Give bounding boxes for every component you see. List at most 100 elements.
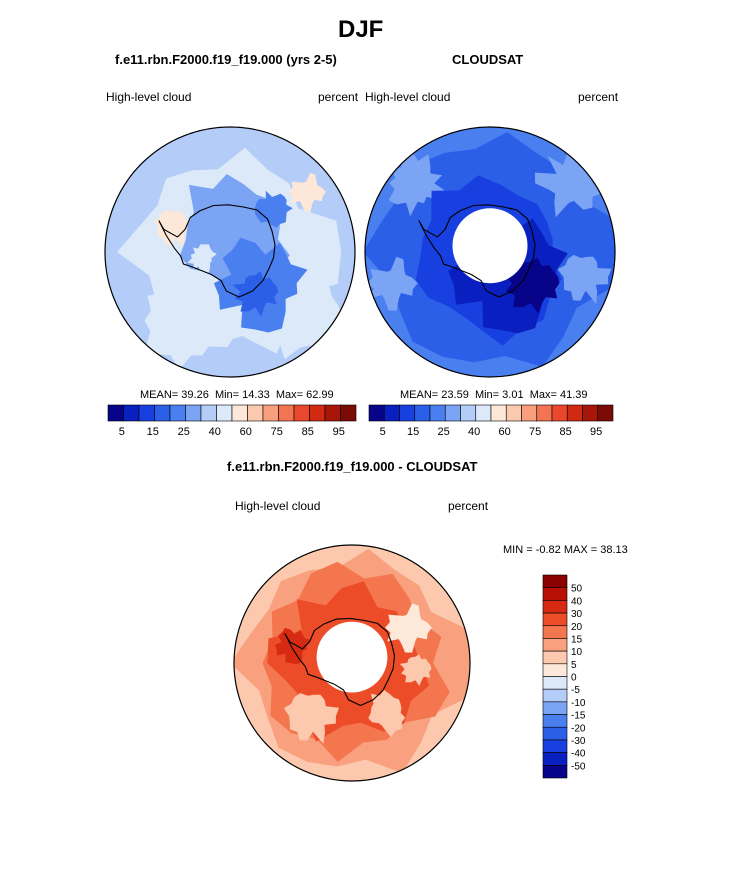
panel1-colorbar-tick-label: 25 <box>178 426 190 438</box>
panel2-left-label: High-level cloud <box>365 90 451 104</box>
panel3-colorbar-box <box>542 752 568 766</box>
panel3-map-contour-4 <box>385 603 432 653</box>
panel2-mean-value: 23.59 <box>441 389 469 401</box>
panel1-colorbar-tick-label: 5 <box>119 426 125 438</box>
panel1-colorbar-box <box>138 404 155 422</box>
panel1-left-label: High-level cloud <box>106 90 192 104</box>
panel1-colorbar-tick-label: 40 <box>209 426 221 438</box>
panel3-colorbar-tick-label: 0 <box>571 673 577 684</box>
panel2-map-coastline <box>418 204 536 298</box>
panel3-colorbar-box <box>542 650 568 665</box>
panel1-map-coastline <box>158 204 276 298</box>
panel2-title: CLOUDSAT <box>452 52 524 67</box>
panel2-colorbar-box <box>490 404 507 422</box>
panel2-right-label: percent <box>578 90 619 104</box>
panel1-map-contour-9 <box>187 244 217 275</box>
panel2-map-contour-4 <box>366 256 418 311</box>
panel2-colorbar-tick-label: 40 <box>468 426 480 438</box>
panel3-map <box>233 544 471 782</box>
panel1-map-contour-4 <box>288 172 326 212</box>
panel2-colorbar-box <box>429 404 446 422</box>
panel3-colorbar-box <box>542 638 568 652</box>
panel1-colorbar-box <box>309 404 326 422</box>
panel3-left-label: High-level cloud <box>235 499 321 513</box>
panel3-colorbar-tick-label: -15 <box>571 711 586 722</box>
page-title: DJF <box>338 16 384 43</box>
panel3-colorbar-box <box>542 600 568 614</box>
panel3-colorbar-box <box>542 587 568 601</box>
panel1-colorbar-box <box>154 404 171 422</box>
panel1-colorbar-box <box>107 404 124 422</box>
panel3-colorbar-tick-label: -10 <box>571 698 586 709</box>
panel1-colorbar-box <box>293 404 310 422</box>
panel3-map-contour-5 <box>368 690 406 738</box>
panel1-colorbar-box <box>324 404 341 422</box>
panel3-colorbar-tick-label: 20 <box>571 622 583 633</box>
panel3-min-value: -0.82 <box>535 544 561 556</box>
panel2-colorbar-box <box>536 404 553 422</box>
panel2-colorbar: 5 15 25 40 60 75 85 95 <box>368 404 614 438</box>
panel3-map-contour-3 <box>283 693 339 744</box>
panel1-mean-value: 39.26 <box>181 389 209 401</box>
panel3-colorbar-box <box>542 714 568 728</box>
panel3-colorbar-tick-label: 40 <box>571 596 583 607</box>
panel2-colorbar-box <box>460 404 477 422</box>
panel1-colorbar-box <box>123 404 140 422</box>
panel2-colorbar-tick-label: 25 <box>438 426 450 438</box>
panel1-colorbar-tick-label: 85 <box>302 426 314 438</box>
panel3-colorbar-box <box>542 726 568 741</box>
panel3-map-boundary <box>233 544 471 782</box>
panel1-stats: MEAN= 39.26 Min= 14.33 Max= 62.99 <box>140 389 334 401</box>
panel2-colorbar-box <box>399 404 416 422</box>
panel3-map-contour-7 <box>399 654 432 686</box>
panel1-colorbar-box <box>200 404 217 422</box>
panel1-title: f.e11.rbn.F2000.f19_f19.000 (yrs 2-5) <box>115 52 337 67</box>
panel1-max-value: 62.99 <box>306 389 334 401</box>
panel3-colorbar-tick-label: 30 <box>571 609 583 620</box>
panel1-map-contour-3 <box>153 209 195 248</box>
panel3-colorbar-box <box>542 612 568 627</box>
panel3-colorbar-tick-label: -40 <box>571 749 586 760</box>
panel2-colorbar-box <box>505 404 522 422</box>
panel2-colorbar-tick-label: 75 <box>529 426 541 438</box>
panel2-colorbar-box <box>566 404 583 422</box>
panel3-map-coastline <box>284 617 396 707</box>
panel3-colorbar-box <box>542 663 568 677</box>
panel1-right-label: percent <box>318 90 359 104</box>
panel1-min-value: 14.33 <box>242 389 270 401</box>
panel2-colorbar-box <box>582 404 599 422</box>
panel3-colorbar-tick-label: -30 <box>571 736 586 747</box>
panel3-colorbar-box <box>542 574 568 588</box>
panel2-colorbar-tick-label: 15 <box>407 426 419 438</box>
panel3-minmax: MIN = -0.82 MAX = 38.13 <box>503 544 628 556</box>
panel3-colorbar-box <box>542 625 568 639</box>
panel2-map-contour-1 <box>388 148 449 217</box>
panel3-right-label: percent <box>448 499 489 513</box>
panel2-map-boundary <box>364 126 616 378</box>
panel2-colorbar-box <box>414 404 431 422</box>
panel2-colorbar-box <box>521 404 538 422</box>
panel2-colorbar-tick-label: 5 <box>380 426 386 438</box>
panel3-colorbar-tick-label: 50 <box>571 584 583 595</box>
panel3-colorbar-box <box>542 688 568 703</box>
panel1-colorbar-box <box>216 404 233 422</box>
panel2-colorbar-tick-label: 95 <box>590 426 602 438</box>
panel3-colorbar-tick-label: -5 <box>571 685 580 696</box>
panel1-colorbar-box <box>169 404 186 422</box>
panel1-colorbar-box <box>231 404 248 422</box>
panel3-map-missing-pole <box>316 621 388 693</box>
panel3-colorbar-tick-label: -20 <box>571 723 586 734</box>
panel1-colorbar-box <box>278 404 295 422</box>
panel1-map <box>104 126 356 378</box>
panel2-colorbar-box <box>383 404 400 422</box>
panel2-max-value: 41.39 <box>559 389 588 401</box>
panel3-max-value: 38.13 <box>600 544 628 556</box>
panel1-colorbar-tick-label: 75 <box>271 426 283 438</box>
panel1-map-contour-7 <box>232 271 279 317</box>
panel2-colorbar-tick-label: 60 <box>499 426 511 438</box>
panel3-colorbar-tick-label: 10 <box>571 647 583 658</box>
panel2-colorbar-box <box>475 404 492 422</box>
panel2-stats: MEAN= 23.59 Min= 3.01 Max= 41.39 <box>400 389 588 401</box>
